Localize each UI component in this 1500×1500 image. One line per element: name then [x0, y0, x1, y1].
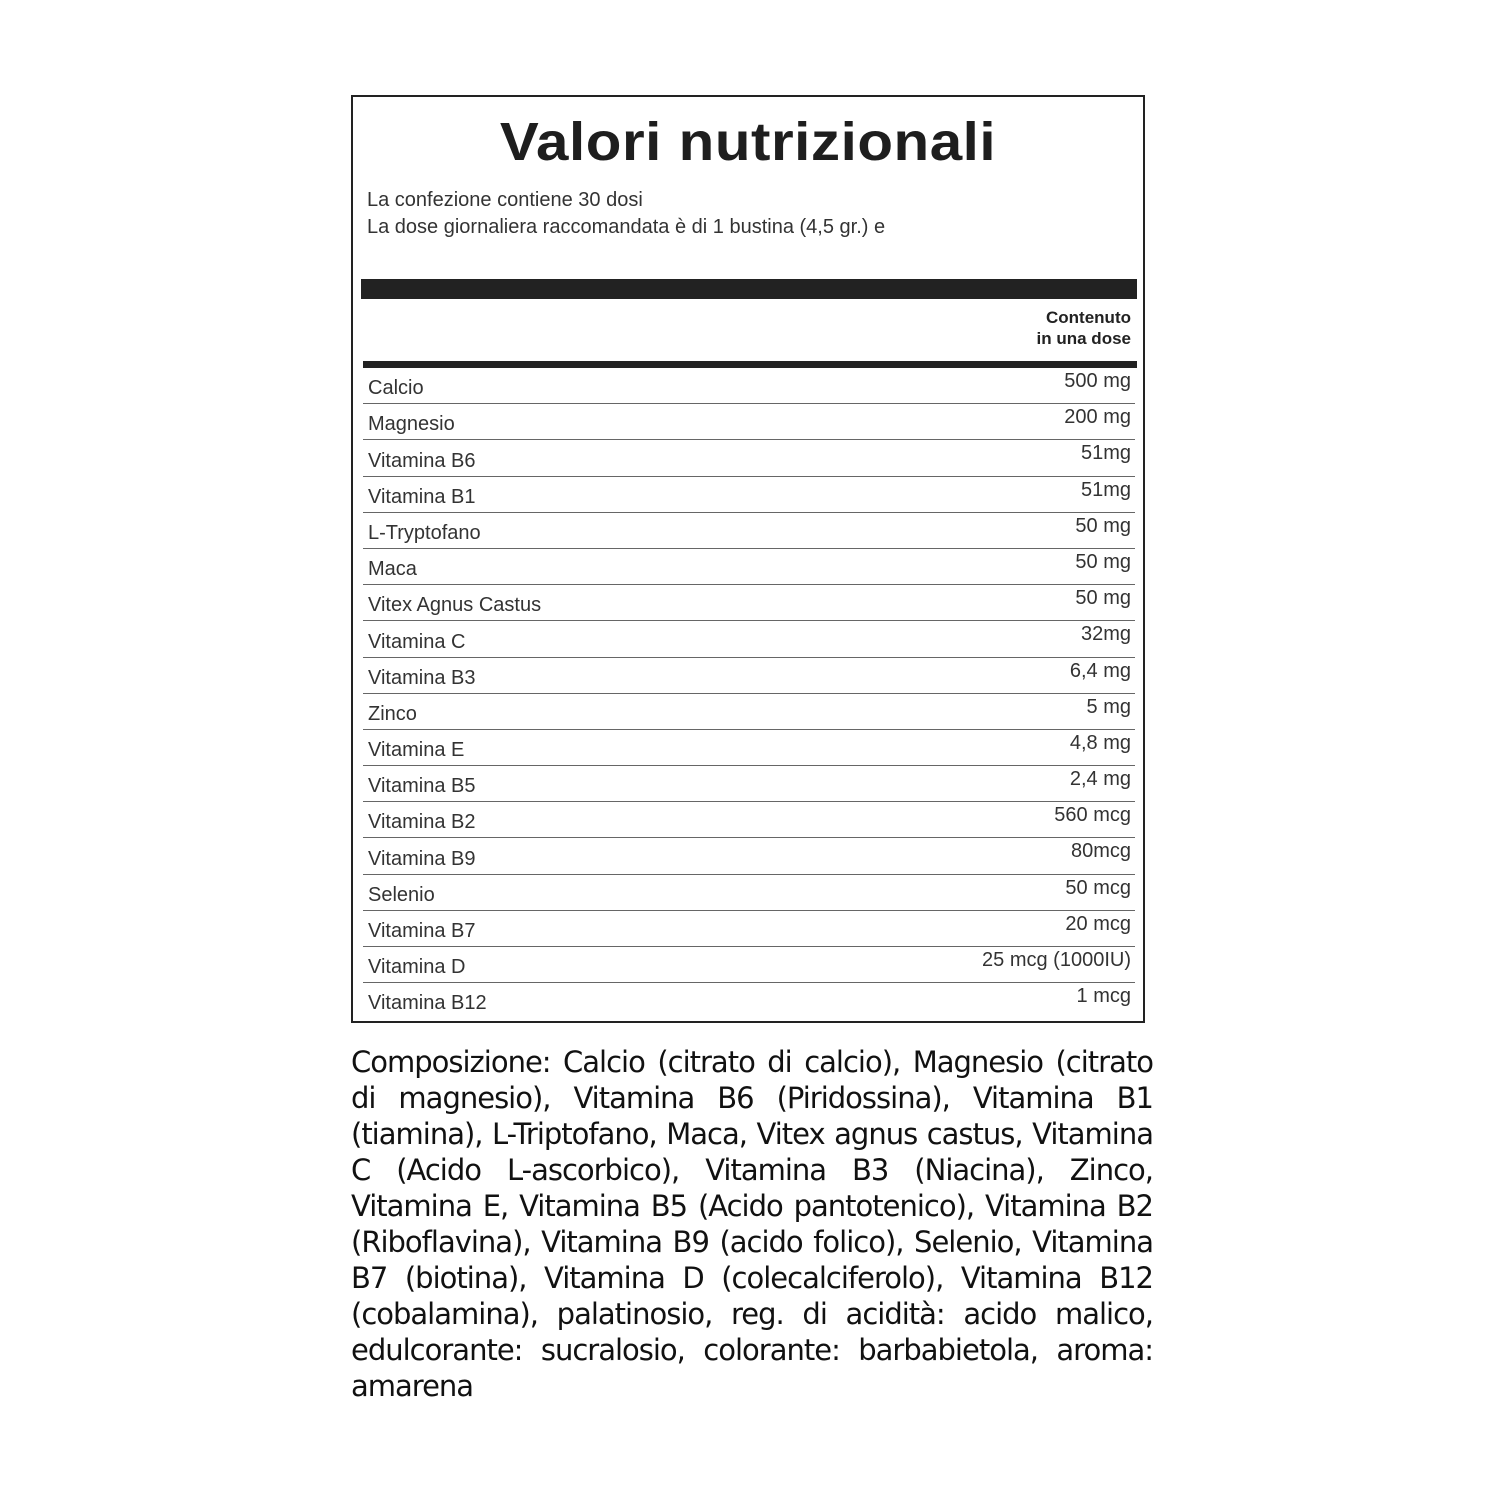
nutrient-amount: 200 mg [1064, 406, 1131, 429]
table-row: L-Tryptofano 50 mg [363, 513, 1135, 549]
table-row: Vitamina B5 2,4 mg [363, 766, 1135, 803]
nutrient-name: Vitamina B3 [368, 666, 476, 689]
table-row: Vitamina E 4,8 mg [363, 730, 1135, 767]
nutrient-table: Calcio 500 mg Magnesio 200 mg Vitamina B6 51m… [363, 368, 1135, 1018]
column-header-line: in una dose [1036, 329, 1131, 348]
table-row: Vitamina B6 51mg [363, 440, 1135, 477]
nutrient-amount: 25 mcg (1000IU) [982, 949, 1131, 971]
nutrient-amount: 1 mcg [1076, 985, 1131, 1008]
nutrient-name: Vitamina B12 [368, 992, 487, 1015]
nutrition-facts-panel: Valori nutrizionali La confezione contie… [351, 95, 1145, 1023]
nutrient-amount: 560 mcg [1054, 804, 1131, 827]
daily-dose: La dose giornaliera raccomandata è di 1 … [367, 216, 886, 238]
table-row: Vitamina C 32mg [363, 621, 1135, 658]
table-row: Vitamina B2 560 mcg [363, 802, 1135, 839]
table-row: Vitamina B3 6,4 mg [363, 658, 1135, 694]
nutrient-name: L-Tryptofano [368, 521, 481, 544]
nutrient-amount: 500 mg [1064, 370, 1131, 392]
nutrient-amount: 50 mg [1075, 514, 1131, 537]
column-header: Contenuto in una dose [1037, 307, 1131, 349]
nutrient-name: Vitamina B7 [368, 920, 476, 942]
column-header-line: Contenuto [1046, 308, 1131, 327]
nutrient-amount: 50 mg [1075, 587, 1131, 610]
table-row: Zinco 5 mg [363, 694, 1135, 730]
nutrient-name: Vitamina E [368, 739, 465, 762]
nutrient-amount: 20 mcg [1065, 912, 1131, 935]
nutrient-amount: 4,8 mg [1069, 731, 1131, 754]
nutrient-name: Vitamina B2 [368, 811, 476, 834]
nutrient-name: Vitamina C [368, 630, 466, 653]
table-row: Vitamina B1 51mg [363, 477, 1135, 513]
nutrient-name: Calcio [368, 377, 424, 400]
table-row: Vitamina B7 20 mcg [363, 911, 1135, 947]
nutrient-name: Vitamina B1 [368, 485, 476, 508]
nutrient-amount: 50 mg [1075, 550, 1131, 573]
panel-title: Valori nutrizionali [499, 112, 997, 172]
table-row: Vitex Agnus Castus 50 mg [363, 585, 1135, 622]
nutrient-name: Magnesio [368, 413, 455, 436]
nutrient-amount: 51mg [1080, 442, 1131, 465]
servings-per-pack: La confezione contiene 30 dosi [367, 189, 643, 211]
table-divider [363, 361, 1137, 368]
table-row: Vitamina B12 1 mcg [363, 983, 1135, 1018]
nutrient-name: Vitamina D [368, 956, 466, 979]
nutrient-amount: 32mg [1080, 623, 1131, 646]
nutrient-name: Maca [368, 558, 417, 581]
composition-text: Composizione: Calcio (citrato di calcio)… [351, 1045, 1154, 1403]
nutrient-amount: 51mg [1080, 478, 1131, 501]
nutrient-name: Vitamina B9 [368, 847, 476, 870]
nutrient-amount: 5 mg [1086, 695, 1131, 718]
nutrient-amount: 6,4 mg [1069, 659, 1131, 682]
nutrient-name: Vitex Agnus Castus [368, 594, 542, 617]
nutrient-name: Zinco [368, 702, 417, 725]
table-row: Vitamina B9 80mcg [363, 838, 1135, 875]
nutrient-name: Selenio [368, 883, 435, 906]
nutrient-amount: 50 mcg [1065, 876, 1131, 899]
table-row: Maca 50 mg [363, 549, 1135, 586]
table-row: Vitamina D 25 mcg (1000IU) [363, 947, 1135, 984]
nutrient-amount: 80mcg [1070, 840, 1131, 863]
nutrient-name: Vitamina B5 [368, 775, 476, 798]
table-row: Selenio 50 mcg [363, 875, 1135, 911]
table-row: Magnesio 200 mg [363, 404, 1135, 441]
table-row: Calcio 500 mg [363, 368, 1135, 405]
nutrient-amount: 2,4 mg [1069, 768, 1131, 791]
nutrient-name: Vitamina B6 [368, 449, 476, 472]
header-divider [361, 279, 1137, 299]
